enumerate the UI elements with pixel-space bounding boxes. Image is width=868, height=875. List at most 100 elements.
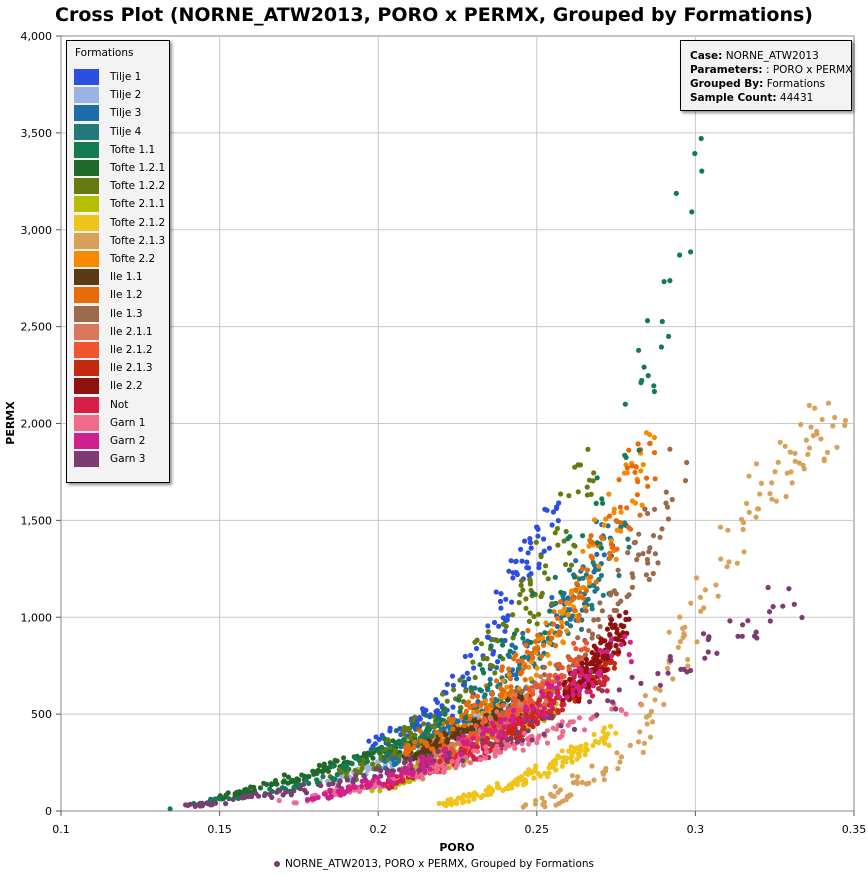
legend-item[interactable]: Garn 2 bbox=[74, 432, 166, 450]
data-point bbox=[463, 708, 469, 715]
legend-item[interactable]: Tilje 3 bbox=[74, 104, 166, 122]
data-point bbox=[578, 743, 584, 749]
data-point bbox=[288, 792, 294, 798]
legend-item[interactable]: Tilje 1 bbox=[74, 68, 166, 86]
data-point bbox=[467, 704, 473, 711]
data-point bbox=[590, 559, 596, 566]
data-point bbox=[523, 685, 529, 692]
data-point bbox=[502, 716, 508, 722]
data-point bbox=[522, 699, 528, 705]
data-point bbox=[495, 659, 501, 665]
data-point bbox=[566, 567, 573, 573]
data-point bbox=[434, 729, 440, 735]
legend-item[interactable]: Tofte 2.2 bbox=[74, 250, 166, 268]
data-point bbox=[609, 653, 615, 659]
legend-item[interactable]: Tofte 1.2.2 bbox=[74, 177, 166, 195]
legend-label: Tofte 2.1.1 bbox=[110, 198, 166, 211]
legend-item[interactable]: Tilje 4 bbox=[74, 123, 166, 141]
data-point bbox=[472, 639, 478, 645]
data-point bbox=[536, 713, 543, 719]
data-point bbox=[226, 796, 232, 802]
data-point bbox=[550, 713, 556, 719]
data-point bbox=[594, 586, 600, 592]
data-point bbox=[568, 562, 575, 568]
data-point bbox=[657, 534, 663, 540]
data-point bbox=[495, 783, 501, 789]
data-point bbox=[578, 626, 585, 633]
data-point bbox=[524, 649, 531, 655]
data-point bbox=[521, 730, 528, 736]
legend-item[interactable]: Tofte 2.1.3 bbox=[74, 232, 166, 250]
x-tick-label: 0.3 bbox=[687, 823, 705, 836]
data-point bbox=[646, 549, 652, 555]
data-point bbox=[484, 792, 490, 798]
data-point bbox=[665, 516, 672, 522]
data-point bbox=[549, 703, 555, 709]
legend-item[interactable]: Ile 2.1.2 bbox=[74, 341, 166, 359]
data-point bbox=[510, 612, 516, 618]
legend-swatch bbox=[74, 287, 99, 304]
legend-label: Ile 2.2 bbox=[110, 380, 143, 393]
data-point bbox=[791, 601, 797, 607]
data-point bbox=[545, 652, 551, 658]
legend-item[interactable]: Garn 3 bbox=[74, 450, 166, 468]
legend-item[interactable]: Tofte 1.1 bbox=[74, 141, 166, 159]
data-point bbox=[387, 725, 393, 731]
legend-item[interactable]: Tofte 2.1.2 bbox=[74, 214, 166, 232]
data-point bbox=[569, 597, 575, 603]
legend-item[interactable]: Ile 1.3 bbox=[74, 305, 166, 323]
data-point bbox=[555, 542, 561, 548]
legend-item[interactable]: Ile 2.2 bbox=[74, 377, 166, 395]
data-point bbox=[682, 624, 688, 630]
data-point bbox=[636, 552, 642, 558]
data-point bbox=[285, 774, 292, 780]
data-point bbox=[594, 712, 600, 718]
legend-item[interactable]: Ile 1.1 bbox=[74, 268, 166, 286]
data-point bbox=[576, 753, 582, 759]
data-point bbox=[507, 648, 513, 654]
data-point bbox=[500, 678, 506, 684]
data-point bbox=[597, 623, 603, 630]
data-point bbox=[697, 594, 704, 601]
data-point bbox=[513, 672, 519, 678]
data-point bbox=[821, 458, 827, 464]
data-point bbox=[772, 469, 778, 475]
data-point bbox=[403, 749, 409, 755]
data-point bbox=[524, 707, 530, 713]
data-point bbox=[552, 530, 558, 536]
legend-item[interactable]: Ile 2.1.3 bbox=[74, 359, 166, 377]
legend-item[interactable]: Not bbox=[74, 396, 166, 414]
data-point bbox=[589, 602, 595, 608]
data-point bbox=[510, 713, 516, 719]
data-point bbox=[825, 400, 832, 406]
data-point bbox=[281, 772, 287, 778]
data-point bbox=[533, 650, 539, 656]
data-point bbox=[532, 639, 539, 645]
data-point bbox=[573, 558, 579, 564]
data-point bbox=[609, 699, 616, 705]
data-point bbox=[417, 728, 423, 734]
legend-item[interactable]: Tofte 2.1.1 bbox=[74, 195, 166, 213]
data-point bbox=[589, 763, 595, 769]
legend-item[interactable]: Tofte 1.2.1 bbox=[74, 159, 166, 177]
data-point bbox=[508, 684, 514, 690]
data-point bbox=[519, 558, 525, 564]
legend-item[interactable]: Ile 2.1.1 bbox=[74, 323, 166, 341]
data-point bbox=[607, 644, 613, 650]
legend-item[interactable]: Garn 1 bbox=[74, 414, 166, 432]
data-point bbox=[596, 563, 602, 569]
data-point bbox=[384, 767, 390, 773]
data-point bbox=[549, 601, 555, 607]
y-axis-label: PERMX bbox=[4, 401, 17, 445]
legend-item[interactable]: Ile 1.2 bbox=[74, 286, 166, 304]
data-point bbox=[643, 475, 650, 481]
data-point bbox=[530, 655, 536, 661]
data-point bbox=[540, 642, 547, 648]
data-point bbox=[483, 744, 489, 750]
data-point bbox=[567, 719, 573, 725]
y-tick-label: 2,500 bbox=[21, 321, 53, 334]
data-point bbox=[583, 656, 590, 663]
legend-item[interactable]: Tilje 2 bbox=[74, 86, 166, 104]
data-point bbox=[550, 725, 556, 731]
